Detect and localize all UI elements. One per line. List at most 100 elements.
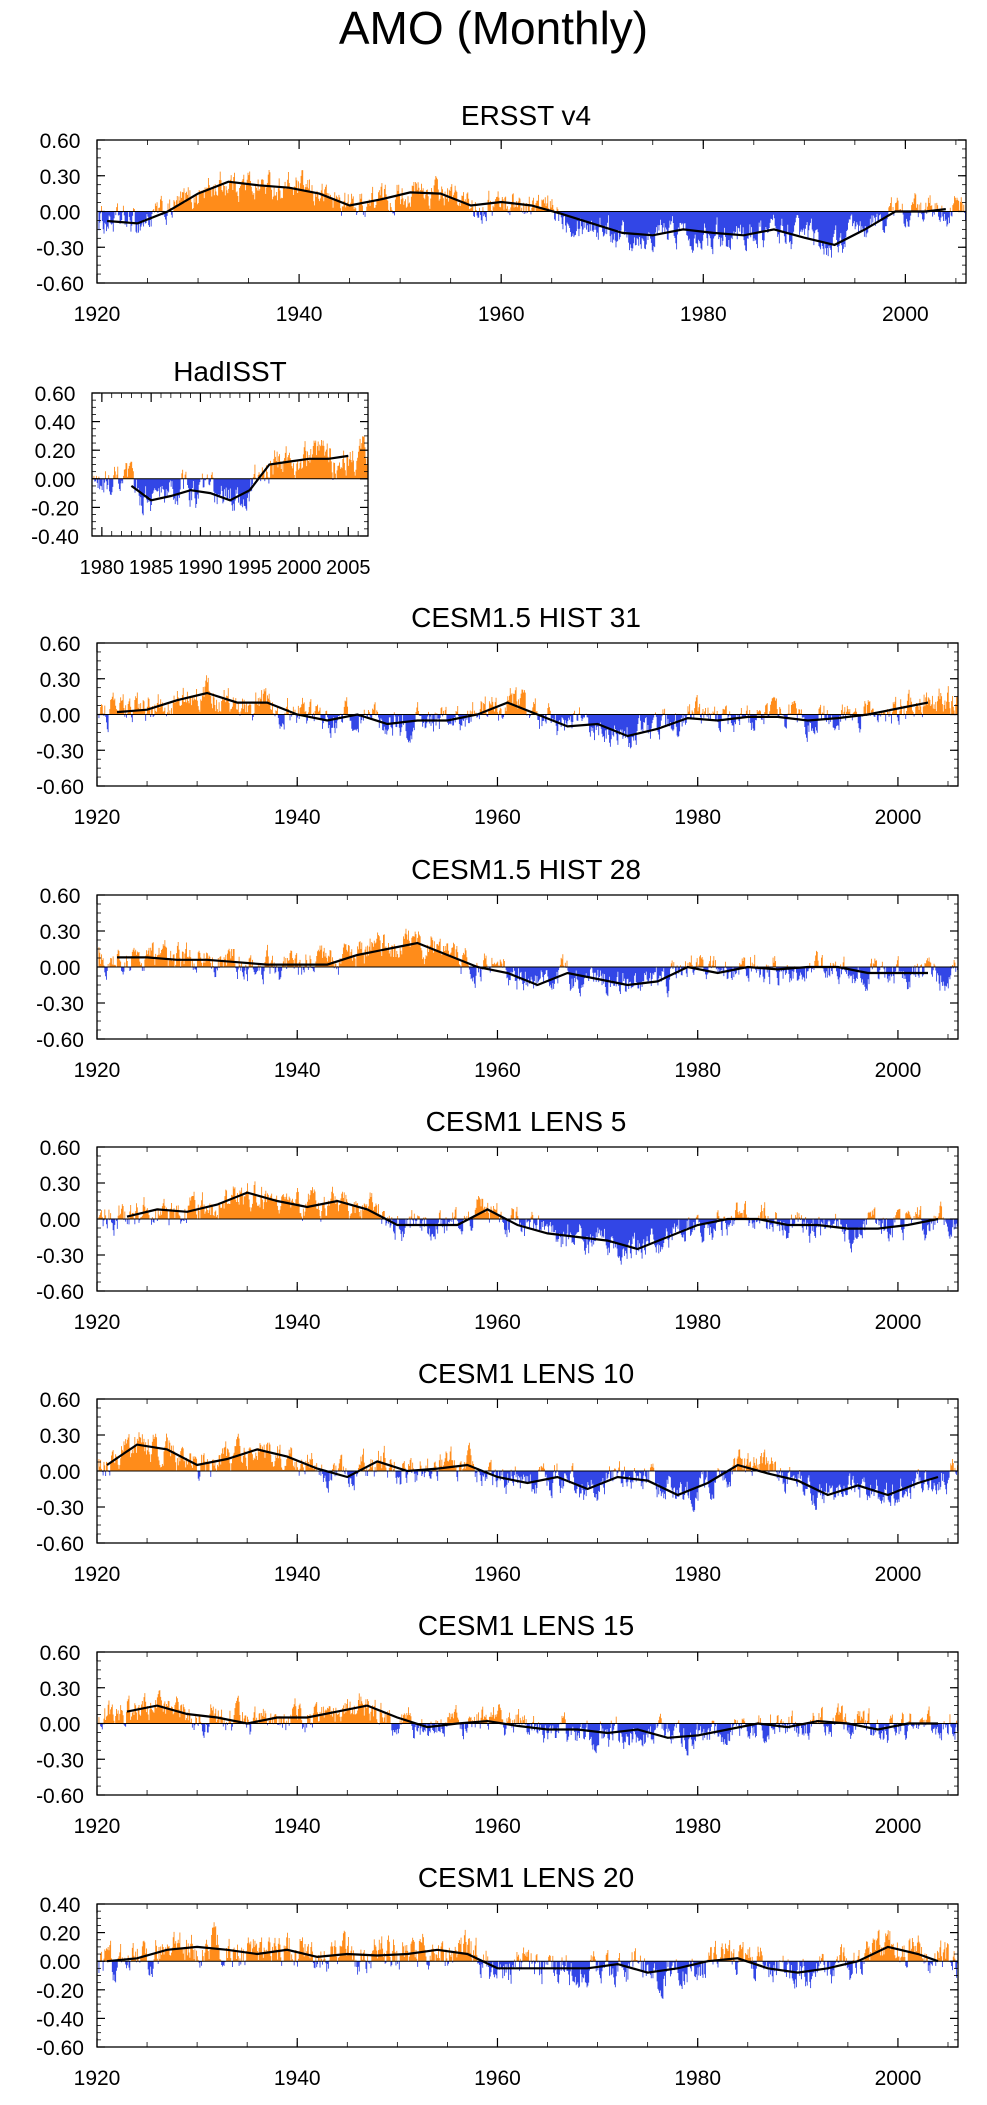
negative-bars: [98, 1961, 958, 1999]
positive-bars: [101, 169, 965, 212]
y-tick-label: 0.00: [40, 1714, 81, 1737]
y-tick-label: -0.60: [36, 2037, 84, 2060]
y-tick-label: 0.00: [40, 957, 81, 980]
y-tick-label: -0.60: [36, 1533, 84, 1556]
x-tick-label: 1940: [274, 1815, 321, 1838]
x-tick-label: 1980: [674, 1815, 721, 1838]
y-tick-label: 0.60: [40, 130, 81, 153]
panel-title: CESM1.5 HIST 28: [411, 854, 641, 885]
y-tick-label: 0.00: [40, 705, 81, 728]
y-tick-label: 0.00: [40, 1951, 81, 1974]
y-tick-label: 0.40: [40, 1894, 81, 1917]
x-tick-label: 1920: [74, 1059, 121, 1082]
smoothed-series-line: [107, 180, 946, 247]
x-tick-label: 2000: [882, 303, 929, 326]
x-tick-label: 1940: [274, 806, 321, 829]
smoothed-series-line: [130, 454, 349, 502]
positive-bars: [98, 1181, 954, 1219]
y-tick-label: 0.60: [40, 633, 81, 656]
y-tick-label: -0.30: [36, 993, 84, 1016]
x-tick-label: 1980: [674, 2067, 721, 2090]
x-tick-label: 1980: [674, 1059, 721, 1082]
panel-title: HadISST: [173, 356, 287, 387]
x-tick-label: 1920: [74, 303, 121, 326]
x-tick-label: 1940: [274, 1311, 321, 1334]
smoothed-series-line: [116, 691, 929, 738]
x-tick-label: 2000: [875, 1815, 922, 1838]
panel-title: ERSST v4: [461, 100, 591, 131]
negative-bars: [104, 967, 958, 998]
x-tick-label: 2000: [875, 1311, 922, 1334]
x-tick-label: 1920: [74, 806, 121, 829]
x-tick-label: 1940: [274, 2067, 321, 2090]
x-tick-label: 1920: [74, 1815, 121, 1838]
positive-bars: [99, 675, 958, 715]
smoothed-series-line: [126, 1191, 939, 1251]
positive-bars: [98, 1690, 958, 1724]
y-tick-label: 0.60: [40, 1389, 81, 1412]
negative-bars: [94, 478, 337, 516]
y-tick-label: -0.40: [36, 2008, 84, 2031]
x-tick-label: 1960: [474, 2067, 521, 2090]
y-tick-label: 0.30: [40, 166, 81, 189]
y-tick-label: 0.60: [40, 885, 81, 908]
panel-title: CESM1 LENS 5: [426, 1106, 627, 1137]
x-tick-label: 1960: [474, 1059, 521, 1082]
x-tick-label: 1920: [74, 1563, 121, 1586]
y-tick-label: 0.20: [35, 440, 76, 463]
y-tick-label: 0.40: [35, 412, 76, 435]
y-tick-label: 0.00: [40, 202, 81, 225]
y-tick-label: 0.60: [40, 1137, 81, 1160]
x-tick-label: 1940: [276, 303, 323, 326]
y-tick-label: 0.30: [40, 669, 81, 692]
x-tick-label: 1940: [274, 1563, 321, 1586]
y-tick-label: 0.60: [40, 1642, 81, 1665]
x-tick-label: 1985: [129, 557, 174, 579]
positive-bars: [98, 1432, 958, 1471]
smoothed-series-line: [106, 1945, 939, 1974]
x-tick-label: 2000: [875, 1563, 922, 1586]
y-tick-label: 0.00: [35, 469, 76, 492]
x-tick-label: 2000: [875, 1059, 922, 1082]
x-tick-label: 1960: [474, 1563, 521, 1586]
x-tick-label: 2000: [875, 2067, 922, 2090]
positive-bars: [100, 1922, 956, 1962]
y-tick-label: 0.30: [40, 1173, 81, 1196]
panel-title: CESM1.5 HIST 31: [411, 602, 641, 633]
x-tick-label: 1980: [674, 806, 721, 829]
y-tick-label: 0.60: [35, 383, 76, 406]
x-tick-label: 1995: [227, 557, 272, 579]
x-tick-label: 1960: [474, 806, 521, 829]
y-tick-label: -0.30: [36, 237, 84, 260]
panel-title: CESM1 LENS 10: [418, 1358, 634, 1389]
y-tick-label: 0.00: [40, 1209, 81, 1232]
negative-bars: [99, 1723, 958, 1756]
y-tick-label: 0.30: [40, 1678, 81, 1701]
y-tick-label: 0.20: [40, 1923, 81, 1946]
y-tick-label: -0.30: [36, 1245, 84, 1268]
x-tick-label: 1960: [478, 303, 525, 326]
y-tick-label: -0.20: [31, 497, 79, 520]
y-tick-label: -0.60: [36, 1029, 84, 1052]
x-tick-label: 1980: [674, 1563, 721, 1586]
panel-title: CESM1 LENS 20: [418, 1862, 634, 1893]
smoothed-series-line: [126, 1704, 938, 1739]
y-tick-label: -0.20: [36, 1980, 84, 2003]
y-tick-label: -0.60: [36, 776, 84, 799]
y-tick-label: -0.30: [36, 740, 84, 763]
plot-frame: [96, 1903, 959, 2048]
x-tick-label: 1940: [274, 1059, 321, 1082]
x-tick-label: 1960: [474, 1815, 521, 1838]
figure-title: AMO (Monthly): [338, 2, 649, 54]
y-tick-label: 0.30: [40, 1425, 81, 1448]
x-tick-label: 1980: [674, 1311, 721, 1334]
x-tick-label: 1990: [178, 557, 223, 579]
x-tick-label: 1980: [680, 303, 727, 326]
negative-bars: [101, 1471, 958, 1512]
smoothed-series-line: [106, 1443, 939, 1497]
smoothed-series-line: [117, 941, 928, 987]
x-tick-label: 2000: [875, 806, 922, 829]
positive-bars: [93, 436, 368, 479]
x-tick-label: 2000: [277, 557, 322, 579]
